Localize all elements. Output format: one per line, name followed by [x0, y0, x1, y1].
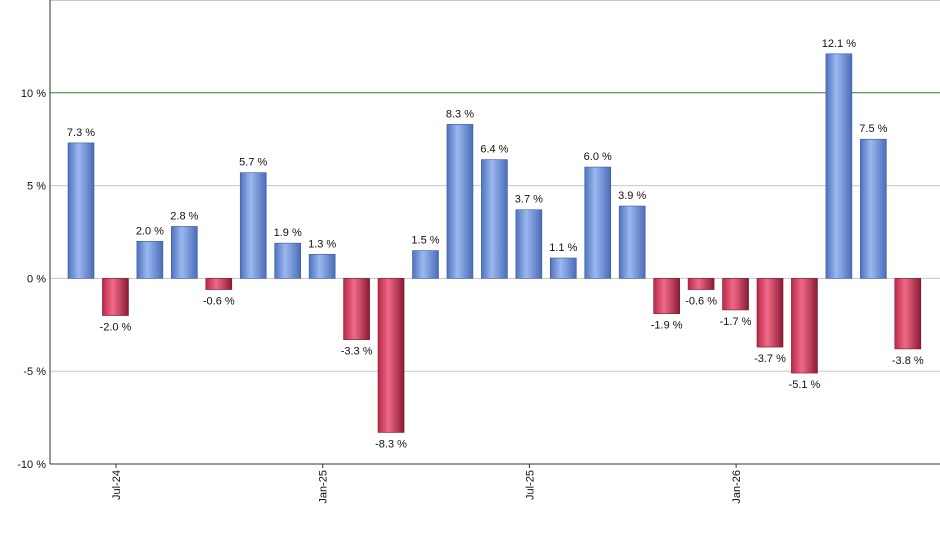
bar-value-labels: 7.3 % -2.0 % 2.0 % 2.8 % -0.6 % 5.7 % 1.9 % 1.3…: [67, 38, 924, 451]
axes: -10 % -5 % 0 % 5 % 10 % Jul-24 Jan-25 Jul-25 Jan…: [17, 0, 940, 504]
bar-value-label: -2.0 %: [100, 322, 132, 334]
bar: [102, 278, 129, 316]
bar-value-label: 1.3 %: [308, 238, 336, 250]
bar-value-label: 1.9 %: [274, 227, 302, 239]
bar-value-label: 7.5 %: [859, 123, 887, 135]
bar-value-label: -1.7 %: [720, 316, 752, 328]
bar-value-label: -8.3 %: [375, 438, 407, 450]
bar: [343, 278, 370, 340]
bar: [825, 53, 853, 279]
bar-value-label: 7.3 %: [67, 127, 95, 139]
bar: [274, 242, 302, 279]
x-tick-label: Jan-25: [318, 470, 330, 504]
bar-value-label: 6.0 %: [584, 151, 612, 163]
bar-value-label: -3.3 %: [341, 346, 373, 358]
bar: [653, 278, 680, 314]
bar: [481, 159, 508, 279]
bar: [308, 253, 336, 279]
bar-value-label: 2.8 %: [170, 210, 198, 222]
bar: [618, 205, 646, 279]
bar: [860, 138, 887, 279]
bar-value-label: 3.9 %: [618, 190, 646, 202]
bar: [136, 240, 164, 279]
bar: [549, 257, 577, 279]
bar-value-label: -0.6 %: [685, 296, 717, 308]
bar: [756, 278, 784, 348]
bar-value-label: -5.1 %: [789, 379, 821, 391]
bar-value-label: 12.1 %: [822, 38, 856, 50]
bar-value-label: -3.7 %: [754, 353, 786, 365]
bar: [687, 278, 715, 290]
bar-value-label: -1.9 %: [651, 320, 683, 332]
y-tick-label: -5 %: [23, 366, 46, 378]
bar: [205, 278, 233, 290]
x-tick-label: Jan-26: [731, 470, 743, 504]
bar: [515, 209, 543, 279]
bar-value-label: 1.1 %: [549, 242, 577, 254]
bar-value-label: 1.5 %: [411, 235, 439, 247]
y-tick-label: 0 %: [27, 273, 46, 285]
y-tick-label: 10 %: [21, 88, 46, 100]
x-tick-label: Jul-24: [111, 470, 123, 500]
y-tick-label: 5 %: [27, 181, 46, 193]
bar-value-label: -0.6 %: [203, 296, 235, 308]
bar: [446, 124, 474, 279]
bar: [171, 226, 198, 279]
bar: [584, 166, 612, 279]
bar: [412, 250, 439, 279]
bar: [67, 142, 95, 279]
x-tick-label: Jul-25: [524, 470, 536, 500]
bar-value-label: -3.8 %: [892, 355, 924, 367]
bar-value-label: 3.7 %: [515, 194, 543, 206]
bar: [722, 278, 749, 311]
bar: [239, 172, 267, 279]
bar: [894, 278, 922, 350]
bar-value-label: 6.4 %: [480, 144, 508, 156]
bar-value-label: 2.0 %: [136, 225, 164, 237]
bar-value-label: 8.3 %: [446, 108, 474, 120]
bar-value-label: 5.7 %: [239, 157, 267, 169]
bars: [67, 53, 922, 433]
bar: [377, 278, 405, 433]
bar: [791, 278, 818, 374]
y-tick-label: -10 %: [17, 459, 46, 471]
